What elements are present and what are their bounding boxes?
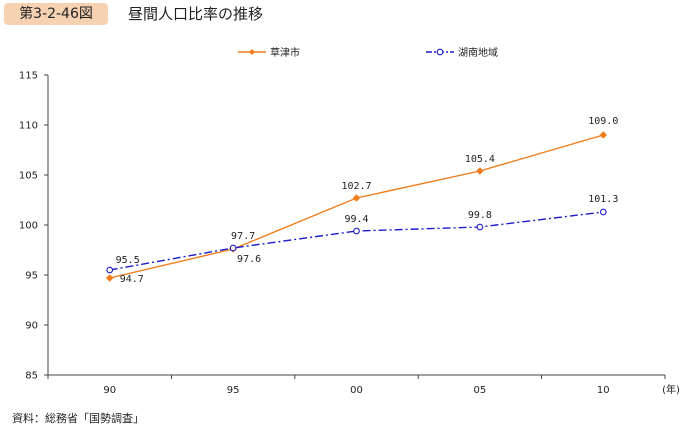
y-tick-label: 85 [25, 371, 38, 382]
y-tick-label: 95 [25, 271, 38, 282]
y-tick-label: 90 [25, 321, 38, 332]
data-label: 102.7 [341, 181, 371, 192]
data-point-marker [229, 244, 237, 252]
data-point-marker [599, 208, 607, 216]
data-label: 99.4 [344, 214, 368, 225]
y-tick-label: 115 [19, 71, 38, 82]
y-tick-label: 110 [19, 121, 38, 132]
data-point-marker [353, 227, 360, 235]
x-tick-label: 05 [474, 385, 487, 396]
data-label: 95.5 [116, 255, 140, 266]
data-label: 105.4 [465, 154, 495, 165]
data-point-marker [352, 194, 361, 202]
x-tick-label: 00 [350, 385, 363, 396]
series-line-2 [109, 211, 604, 271]
x-tick-label: 90 [103, 385, 116, 396]
data-point-marker [105, 274, 114, 282]
data-point-marker [106, 266, 114, 274]
figure-number-badge: 第3-2-46図 [4, 3, 108, 25]
x-tick-label: 10 [597, 385, 610, 396]
legend-label: 草津市 [270, 46, 300, 59]
data-label: 109.0 [588, 116, 618, 127]
data-label: 97.7 [231, 231, 255, 242]
legend-marker [436, 48, 444, 56]
source-note: 資料：総務省「国勢調査」 [12, 412, 144, 425]
data-label: 97.6 [237, 254, 261, 265]
data-point-marker [476, 223, 484, 231]
y-tick-label: 105 [19, 171, 38, 182]
data-label: 99.8 [468, 210, 492, 221]
data-label: 101.3 [588, 194, 618, 205]
data-point-marker [476, 167, 484, 175]
y-tick-label: 100 [19, 221, 38, 232]
legend-marker [249, 49, 255, 55]
x-axis-unit: (年) [662, 383, 680, 396]
data-label: 94.7 [120, 274, 144, 285]
x-tick-label: 95 [227, 385, 240, 396]
data-point-marker [599, 131, 608, 139]
figure-title: 昼間人口比率の推移 [128, 5, 264, 23]
legend-label: 湖南地域 [458, 46, 498, 59]
